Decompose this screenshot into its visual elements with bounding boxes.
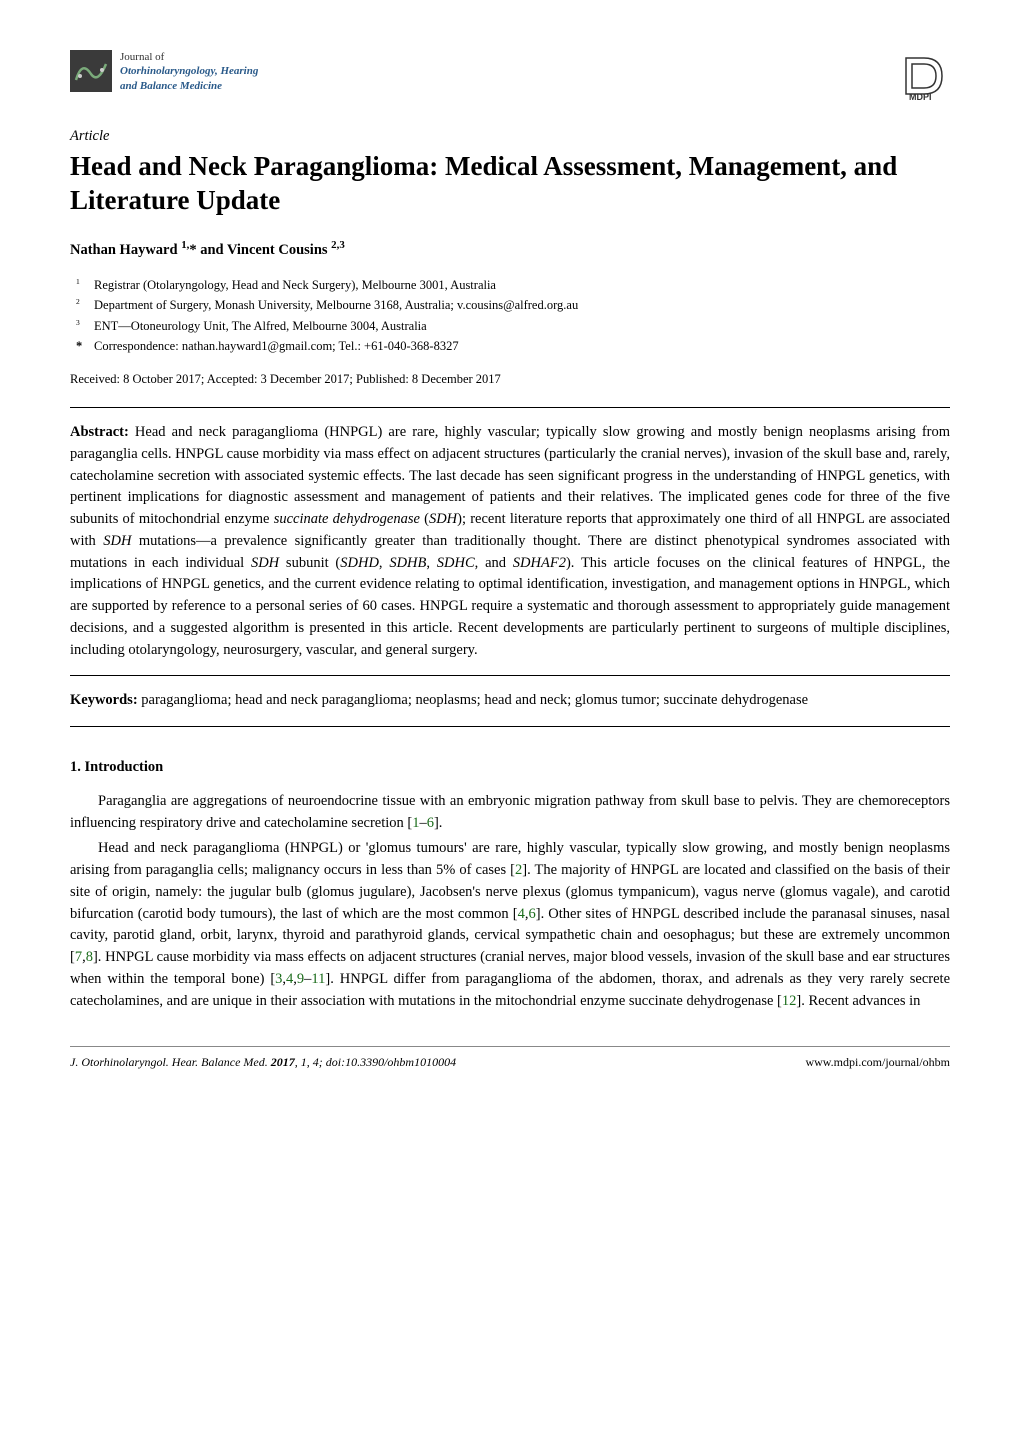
affil-num: 1 [76, 276, 94, 295]
affil-num: 3 [76, 317, 94, 336]
affiliation-row: 1 Registrar (Otolaryngology, Head and Ne… [94, 276, 950, 295]
affil-text: ENT—Otoneurology Unit, The Alfred, Melbo… [94, 317, 950, 336]
page-root: Journal of Otorhinolaryngology, Hearing … [0, 0, 1020, 1101]
journal-name: Journal of Otorhinolaryngology, Hearing … [120, 50, 258, 93]
affil-text: Department of Surgery, Monash University… [94, 296, 950, 315]
footer-url: www.mdpi.com/journal/ohbm [805, 1053, 950, 1071]
journal-name-line3: and Balance Medicine [120, 79, 258, 93]
section-heading-intro: 1. Introduction [70, 757, 950, 779]
body-paragraph: Head and neck paraganglioma (HNPGL) or '… [70, 838, 950, 1012]
journal-name-line2: Otorhinolaryngology, Hearing [120, 64, 258, 78]
affiliation-row: * Correspondence: nathan.hayward1@gmail.… [94, 337, 950, 356]
page-footer: J. Otorhinolaryngol. Hear. Balance Med. … [70, 1046, 950, 1071]
affiliation-row: 3 ENT—Otoneurology Unit, The Alfred, Mel… [94, 317, 950, 336]
affil-num-star: * [76, 337, 94, 356]
authors: Nathan Hayward 1,* and Vincent Cousins 2… [70, 237, 950, 262]
abstract-label: Abstract: [70, 424, 129, 440]
affiliations-block: 1 Registrar (Otolaryngology, Head and Ne… [70, 276, 950, 357]
affil-text: Correspondence: nathan.hayward1@gmail.co… [94, 337, 950, 356]
mdpi-text: MDPI [909, 92, 932, 102]
keywords-text: paraganglioma; head and neck paraganglio… [141, 692, 808, 708]
article-type: Article [70, 126, 950, 148]
journal-brand: Journal of Otorhinolaryngology, Hearing … [70, 50, 258, 93]
mdpi-logo-icon: MDPI [898, 50, 950, 102]
journal-logo-icon [70, 50, 112, 92]
affil-text: Registrar (Otolaryngology, Head and Neck… [94, 276, 950, 295]
article-title: Head and Neck Paraganglioma: Medical Ass… [70, 150, 950, 218]
abstract-block: Abstract: Head and neck paraganglioma (H… [70, 407, 950, 676]
affiliation-row: 2 Department of Surgery, Monash Universi… [94, 296, 950, 315]
affil-num: 2 [76, 296, 94, 315]
keywords-block: Keywords: paraganglioma; head and neck p… [70, 676, 950, 727]
abstract-text: Head and neck paraganglioma (HNPGL) are … [70, 424, 950, 658]
page-header: Journal of Otorhinolaryngology, Hearing … [70, 50, 950, 102]
body-paragraph: Paraganglia are aggregations of neuroend… [70, 791, 950, 835]
keywords-label: Keywords: [70, 692, 138, 708]
footer-citation: J. Otorhinolaryngol. Hear. Balance Med. … [70, 1053, 456, 1071]
journal-name-line1: Journal of [120, 50, 258, 64]
article-dates: Received: 8 October 2017; Accepted: 3 De… [70, 370, 950, 389]
